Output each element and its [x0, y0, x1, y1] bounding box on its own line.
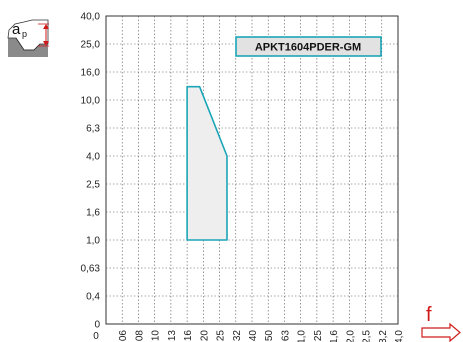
x-tick-label: 1,25 — [313, 330, 324, 342]
y-tick-label: 1,6 — [86, 208, 100, 219]
feed-arrow-right-icon — [421, 322, 461, 342]
ap-symbol: a — [12, 21, 21, 38]
x-tick-label: 2,5 — [362, 330, 373, 342]
x-tick-label: 2,0 — [345, 330, 356, 342]
x-tick-labels: 0 ,06 ,08 ,10 ,13 ,16 ,20 ,25 ,32 ,40 ,50 ,63 1,0 1,2… — [93, 330, 405, 342]
x-tick-label: 1,6 — [329, 330, 340, 342]
product-label: APKT1604PDER-GM — [255, 42, 361, 54]
y-tick-label: 0,4 — [86, 292, 100, 303]
y-tick-label: 0 — [94, 320, 100, 331]
legend-box: APKT1604PDER-GM — [235, 36, 382, 57]
x-axis-label: f — [426, 304, 432, 326]
x-tick-label: 0 — [93, 331, 99, 342]
depth-of-cut-insert-icon: a p — [7, 19, 49, 57]
y-tick-label: 6,3 — [86, 124, 100, 135]
y-tick-label: 25,0 — [81, 40, 101, 51]
legend-box-rect — [235, 36, 382, 57]
x-tick-label: ,25 — [216, 330, 227, 342]
y-tick-label: 10,0 — [81, 96, 101, 107]
grid — [106, 16, 398, 324]
application-region — [186, 85, 228, 241]
y-tick-label: 4,0 — [86, 152, 100, 163]
y-tick-label: 0,63 — [81, 264, 101, 275]
y-tick-label: 40,0 — [81, 12, 101, 23]
x-tick-label: ,10 — [151, 330, 162, 342]
x-tick-label: 3,2 — [378, 330, 389, 342]
x-tick-label: ,63 — [280, 330, 291, 342]
x-tick-label: ,13 — [167, 330, 178, 342]
x-tick-label: 4,0 — [394, 330, 405, 342]
x-tick-label: ,32 — [232, 330, 243, 342]
x-tick-label: ,08 — [134, 330, 145, 342]
ap-subscript: p — [22, 29, 27, 39]
x-tick-label: ,50 — [264, 330, 275, 342]
x-tick-label: 1,0 — [297, 330, 308, 342]
x-tick-label: ,40 — [248, 330, 259, 342]
y-tick-label: 1,0 — [86, 236, 100, 247]
x-tick-label: ,16 — [183, 330, 194, 342]
x-tick-label: ,20 — [199, 330, 210, 342]
y-tick-labels: 0 0,4 0,63 1,0 1,6 2,5 4,0 6,3 10,0 16,0 25,0 40,0 — [81, 12, 101, 331]
y-tick-label: 16,0 — [81, 68, 101, 79]
y-tick-label: 2,5 — [86, 180, 100, 191]
x-tick-label: ,06 — [118, 330, 129, 342]
plot-frame — [105, 15, 399, 325]
